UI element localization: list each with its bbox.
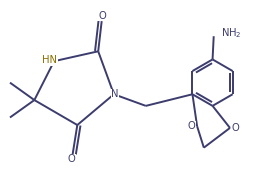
- Text: O: O: [68, 154, 75, 164]
- Text: N: N: [111, 89, 119, 99]
- Text: HN: HN: [42, 55, 57, 65]
- Text: O: O: [99, 11, 107, 21]
- Text: O: O: [232, 123, 240, 133]
- Text: NH$_2$: NH$_2$: [221, 26, 242, 40]
- Text: O: O: [187, 121, 195, 131]
